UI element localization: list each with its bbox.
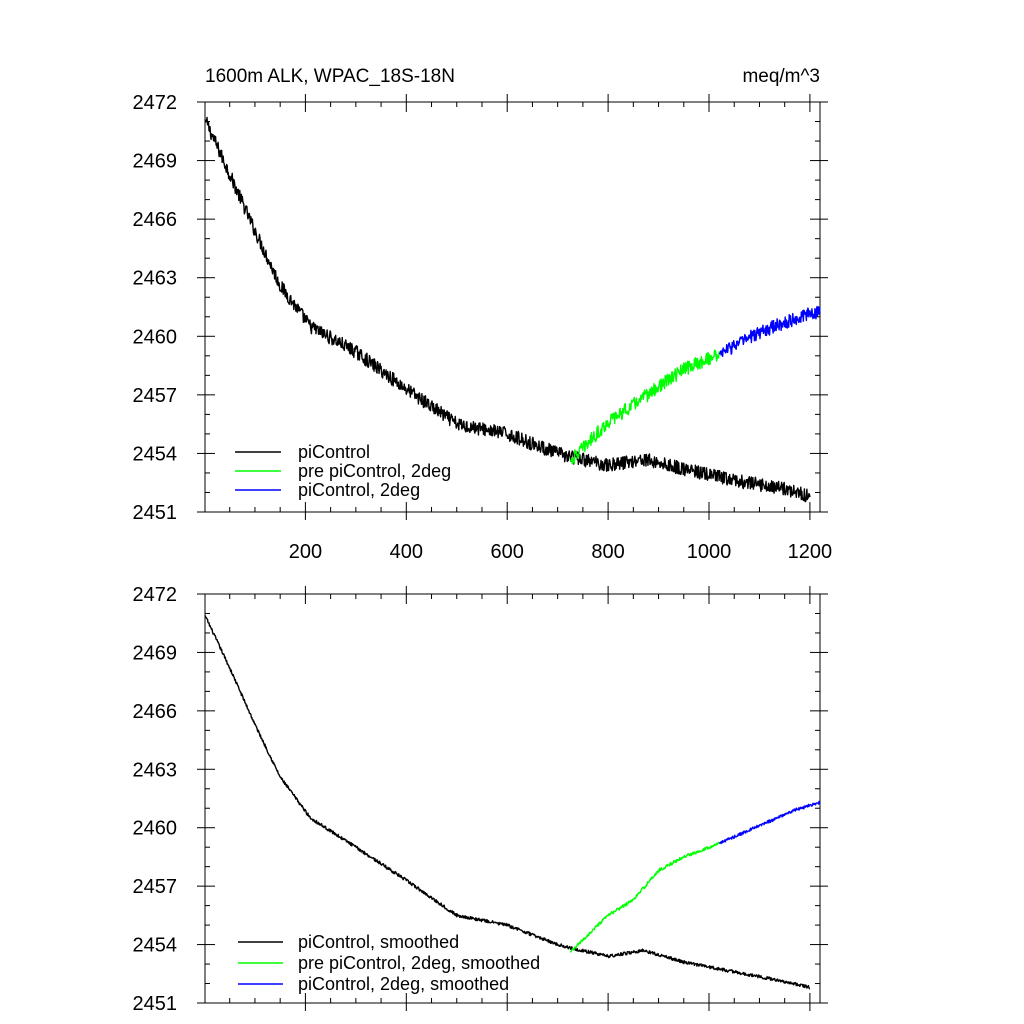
legend-label: piControl, 2deg	[298, 480, 420, 500]
x-tick-label: 1200	[788, 541, 833, 563]
y-tick-label: 2454	[133, 443, 178, 465]
y-tick-label: 2466	[133, 209, 178, 231]
series-line	[204, 116, 811, 503]
x-tick-label: 600	[491, 541, 524, 563]
y-tick-label: 2469	[133, 151, 178, 173]
legend-label: piControl, smoothed	[298, 932, 459, 952]
x-tick-label: 800	[591, 541, 624, 563]
y-tick-label: 2451	[133, 502, 178, 524]
series-line	[718, 800, 821, 845]
y-tick-label: 2466	[133, 701, 178, 723]
top-panel: 200 400 600 800 1000 1200 2451 2454 2457 2460 2463…	[133, 66, 833, 563]
x-tick-label: 1000	[687, 541, 732, 563]
series-line	[204, 615, 811, 990]
y-tick-label: 2460	[133, 326, 178, 348]
legend-label: piControl	[298, 442, 370, 462]
x-tick-label: 400	[390, 541, 423, 563]
chart-title: 1600m ALK, WPAC_18S-18N	[205, 66, 455, 87]
y-tick-label: 2457	[133, 876, 178, 898]
bottom-panel: 2451 2454 2457 2460 2463 2466 2469 2472 piContro…	[133, 584, 828, 1015]
x-tick-label: 200	[289, 541, 322, 563]
series-line	[569, 841, 720, 953]
legend-label: piControl, 2deg, smoothed	[298, 974, 509, 994]
plot-frame	[204, 593, 821, 1004]
series-line	[569, 349, 720, 465]
y-tick-label: 2454	[133, 935, 178, 957]
legend-label: pre piControl, 2deg, smoothed	[298, 953, 540, 973]
y-tick-label: 2457	[133, 385, 178, 407]
y-tick-label: 2451	[133, 993, 178, 1015]
legend-label: pre piControl, 2deg	[298, 461, 451, 481]
y-tick-label: 2472	[133, 584, 178, 606]
y-tick-label: 2463	[133, 759, 178, 781]
y-tick-label: 2463	[133, 268, 178, 290]
y-tick-label: 2469	[133, 642, 178, 664]
series-line	[718, 305, 821, 358]
units-label: meq/m^3	[742, 66, 820, 87]
y-tick-label: 2460	[133, 818, 178, 840]
y-tick-label: 2472	[133, 92, 178, 114]
